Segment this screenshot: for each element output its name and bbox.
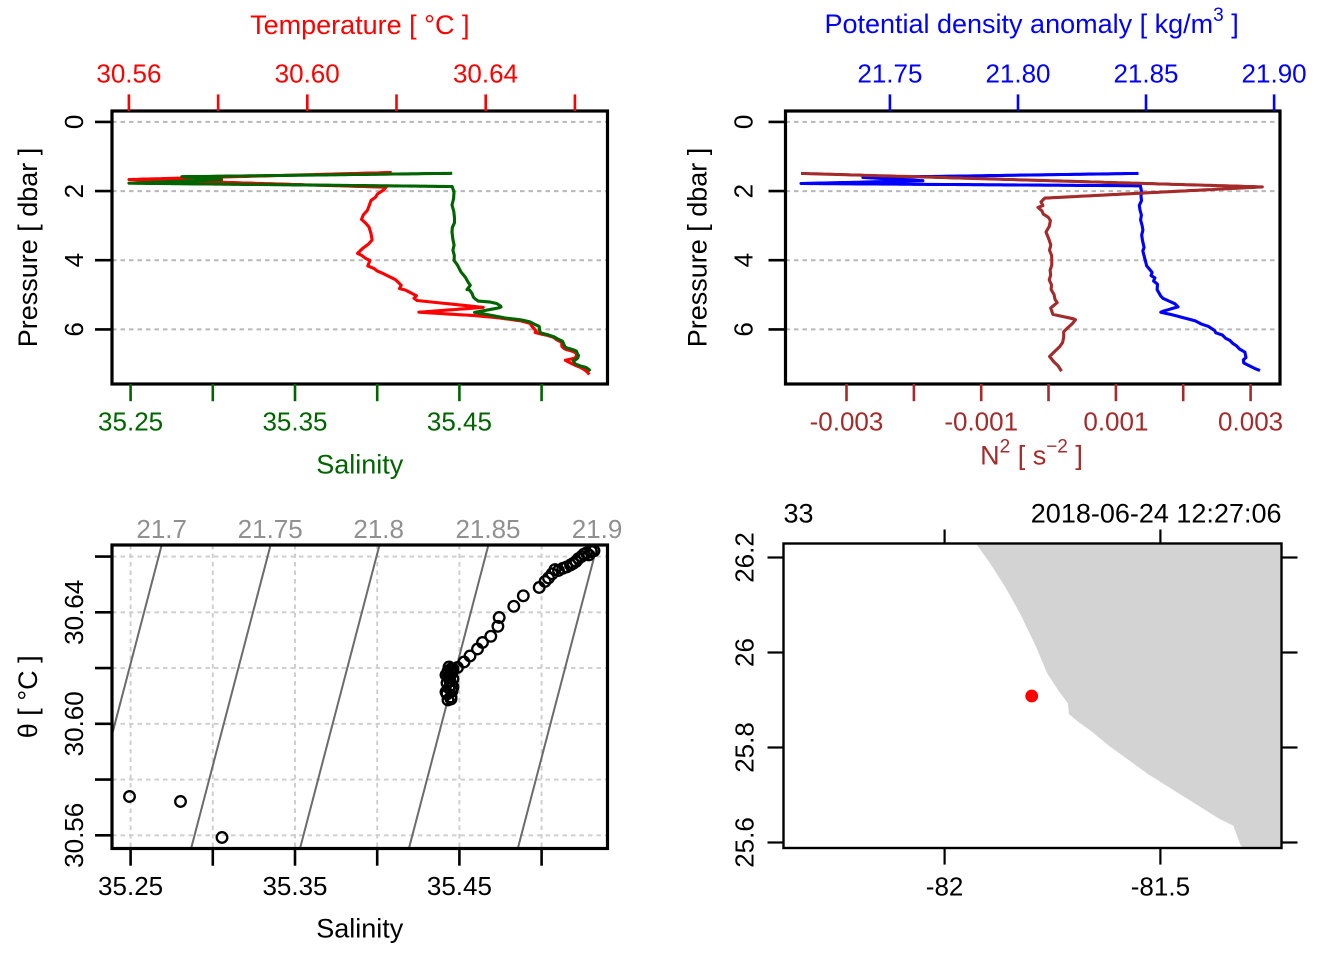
svg-text:4: 4 (59, 253, 89, 267)
svg-text:0.003: 0.003 (1218, 406, 1283, 436)
svg-text:Temperature [ °C ]: Temperature [ °C ] (250, 10, 469, 40)
svg-text:35.25: 35.25 (98, 871, 163, 901)
svg-text:21.85: 21.85 (1113, 58, 1178, 88)
svg-text:Salinity: Salinity (316, 914, 404, 944)
svg-text:35.35: 35.35 (262, 871, 327, 901)
svg-text:21.80: 21.80 (985, 58, 1050, 88)
svg-text:21.8: 21.8 (353, 514, 404, 544)
svg-text:-82: -82 (926, 872, 964, 902)
svg-text:30.56: 30.56 (59, 803, 89, 868)
svg-text:21.90: 21.90 (1242, 58, 1307, 88)
svg-text:N2 [ s−2 ]: N2 [ s−2 ] (980, 437, 1083, 471)
svg-text:26: 26 (729, 638, 759, 667)
svg-text:26.2: 26.2 (729, 532, 759, 583)
svg-text:-81.5: -81.5 (1131, 872, 1190, 902)
svg-text:0: 0 (59, 115, 89, 129)
svg-text:Pressure [ dbar ]: Pressure [ dbar ] (683, 148, 713, 348)
svg-text:-0.001: -0.001 (944, 406, 1018, 436)
svg-text:21.7: 21.7 (136, 514, 187, 544)
svg-text:6: 6 (729, 322, 759, 336)
svg-text:Pressure [ dbar ]: Pressure [ dbar ] (13, 148, 43, 348)
svg-text:25.8: 25.8 (729, 722, 759, 773)
svg-text:2018-06-24 12:27:06: 2018-06-24 12:27:06 (1031, 499, 1282, 529)
svg-text:25.6: 25.6 (729, 817, 759, 868)
svg-text:30.64: 30.64 (453, 58, 518, 88)
svg-text:6: 6 (59, 322, 89, 336)
svg-text:θ [ °C ]: θ [ °C ] (13, 655, 43, 738)
svg-text:21.75: 21.75 (238, 514, 303, 544)
svg-text:30.64: 30.64 (59, 580, 89, 645)
svg-text:Salinity: Salinity (316, 449, 404, 479)
svg-text:30.56: 30.56 (96, 58, 161, 88)
svg-text:35.25: 35.25 (98, 406, 163, 436)
svg-text:21.9: 21.9 (572, 514, 623, 544)
svg-text:Potential density anomaly [ kg: Potential density anomaly [ kg/m3 ] (824, 5, 1238, 39)
svg-text:4: 4 (729, 253, 759, 267)
svg-text:2: 2 (729, 184, 759, 198)
svg-text:0.001: 0.001 (1083, 406, 1148, 436)
svg-text:30.60: 30.60 (59, 691, 89, 756)
svg-text:30.60: 30.60 (275, 58, 340, 88)
svg-text:35.45: 35.45 (427, 406, 492, 436)
svg-text:-0.003: -0.003 (810, 406, 884, 436)
svg-text:2: 2 (59, 184, 89, 198)
svg-text:21.75: 21.75 (857, 58, 922, 88)
svg-text:35.45: 35.45 (427, 871, 492, 901)
svg-text:35.35: 35.35 (262, 406, 327, 436)
svg-text:33: 33 (784, 499, 814, 529)
svg-text:21.85: 21.85 (455, 514, 520, 544)
svg-text:0: 0 (729, 115, 759, 129)
